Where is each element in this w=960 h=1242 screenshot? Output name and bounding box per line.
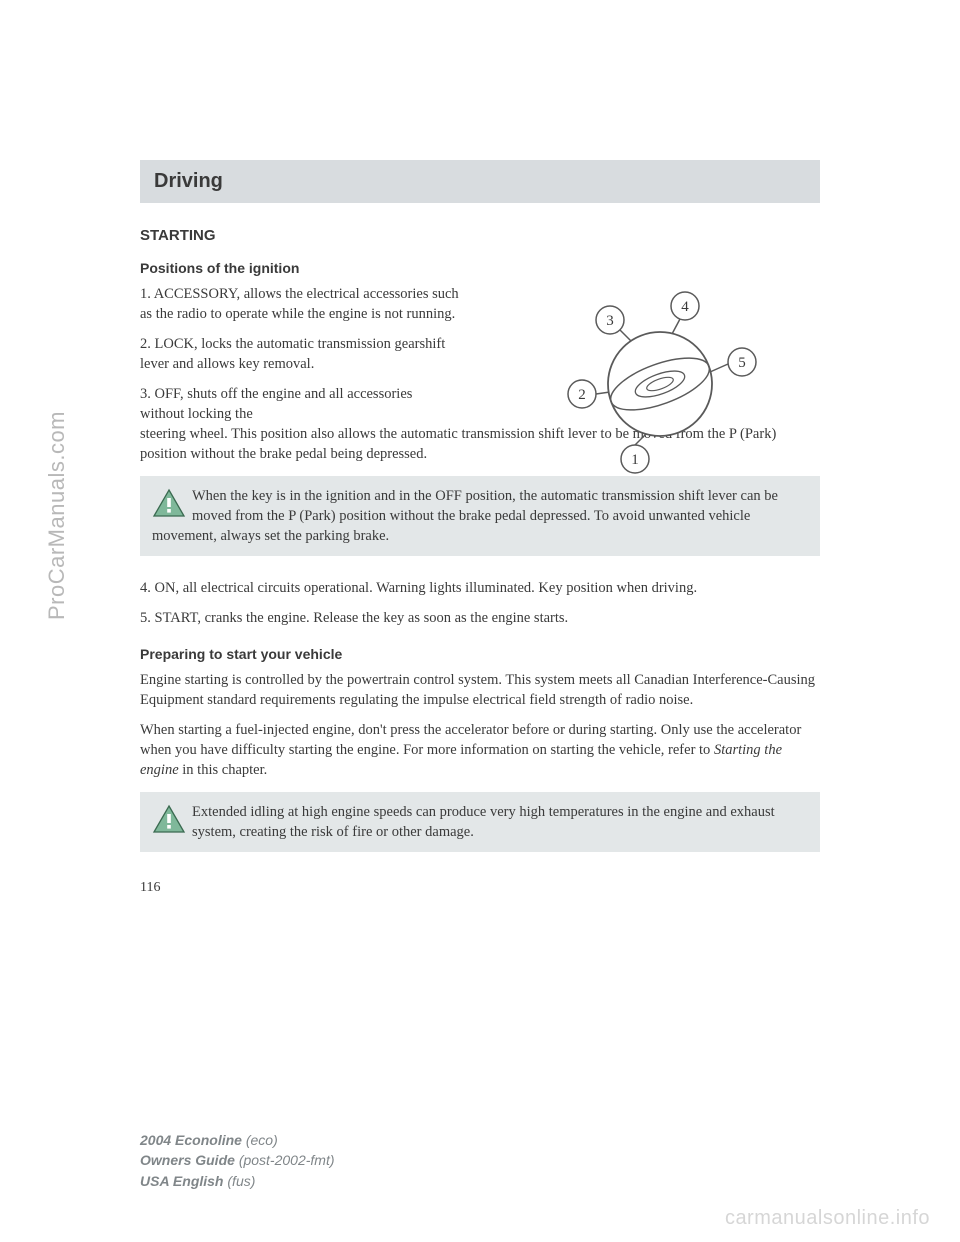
heading-positions: Positions of the ignition bbox=[140, 260, 820, 276]
page-content: Driving STARTING Positions of the igniti… bbox=[140, 160, 820, 896]
warning-text-2: Extended idling at high engine speeds ca… bbox=[152, 802, 808, 842]
footer-1a: 2004 Econoline bbox=[140, 1132, 246, 1148]
svg-text:3: 3 bbox=[606, 313, 614, 329]
footer-meta: 2004 Econoline (eco) Owners Guide (post-… bbox=[140, 1130, 335, 1191]
watermark-left: ProCarManuals.com bbox=[44, 411, 70, 620]
svg-text:4: 4 bbox=[681, 299, 689, 315]
footer-3a: USA English bbox=[140, 1173, 227, 1189]
footer-line-1: 2004 Econoline (eco) bbox=[140, 1130, 335, 1150]
ignition-diagram: 1 2 3 4 5 bbox=[550, 284, 760, 484]
footer-line-3: USA English (fus) bbox=[140, 1171, 335, 1191]
footer-line-2: Owners Guide (post-2002-fmt) bbox=[140, 1150, 335, 1170]
p7-part-a: When starting a fuel-injected engine, do… bbox=[140, 722, 801, 758]
paragraph-accessory: 1. ACCESSORY, allows the electrical acce… bbox=[140, 284, 460, 324]
watermark-bottom: carmanualsonline.info bbox=[725, 1207, 930, 1230]
svg-text:2: 2 bbox=[578, 387, 586, 403]
warning-box-2: Extended idling at high engine speeds ca… bbox=[140, 792, 820, 852]
ignition-text-diagram-wrap: 1. ACCESSORY, allows the electrical acce… bbox=[140, 284, 820, 424]
section-header: Driving bbox=[140, 160, 820, 203]
paragraph-fuel-injected: When starting a fuel-injected engine, do… bbox=[140, 720, 820, 780]
svg-text:5: 5 bbox=[738, 355, 746, 371]
ignition-svg: 1 2 3 4 5 bbox=[550, 284, 760, 484]
footer-1b: (eco) bbox=[246, 1132, 278, 1148]
paragraph-powertrain: Engine starting is controlled by the pow… bbox=[140, 670, 820, 710]
page-number: 116 bbox=[140, 880, 820, 896]
paragraph-start: 5. START, cranks the engine. Release the… bbox=[140, 608, 820, 628]
footer-2b: (post-2002-fmt) bbox=[239, 1152, 335, 1168]
footer-2a: Owners Guide bbox=[140, 1152, 239, 1168]
section-header-text: Driving bbox=[154, 170, 223, 192]
footer-3b: (fus) bbox=[227, 1173, 255, 1189]
p7-part-c: in this chapter. bbox=[179, 762, 268, 778]
heading-preparing: Preparing to start your vehicle bbox=[140, 646, 820, 662]
paragraph-off-a: 3. OFF, shuts off the engine and all acc… bbox=[140, 384, 460, 424]
warning-triangle-icon bbox=[152, 804, 186, 834]
warning-triangle-icon bbox=[152, 488, 186, 518]
warning-text-1: When the key is in the ignition and in t… bbox=[152, 486, 808, 546]
paragraph-on: 4. ON, all electrical circuits operation… bbox=[140, 578, 820, 598]
svg-text:1: 1 bbox=[631, 452, 639, 468]
warning-box-1: When the key is in the ignition and in t… bbox=[140, 476, 820, 556]
ignition-text-column: 1. ACCESSORY, allows the electrical acce… bbox=[140, 284, 460, 424]
heading-starting: STARTING bbox=[140, 227, 820, 244]
paragraph-lock: 2. LOCK, locks the automatic transmissio… bbox=[140, 334, 460, 374]
